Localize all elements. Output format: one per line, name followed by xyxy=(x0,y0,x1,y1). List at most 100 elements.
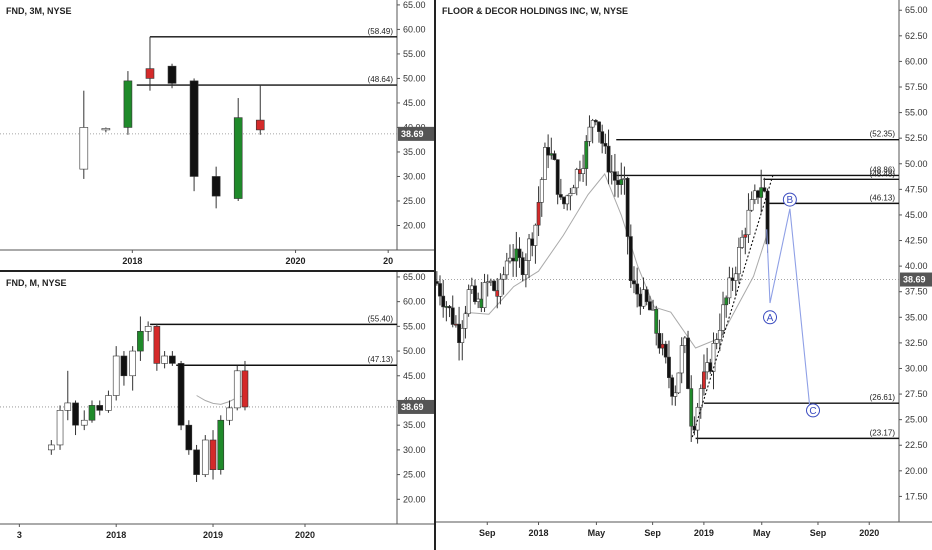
level-label: (48.64) xyxy=(368,75,394,84)
level-label: (55.40) xyxy=(368,314,394,323)
candle-body xyxy=(153,326,161,364)
chart-panel-3m[interactable]: 65.0060.0055.0050.0045.0040.0035.0030.00… xyxy=(0,0,434,270)
price-tag-box xyxy=(398,126,434,141)
candle-body xyxy=(450,307,455,325)
candle-body xyxy=(233,117,243,199)
candle-body xyxy=(436,281,439,284)
x-tick-label: May xyxy=(588,528,606,538)
candle-body xyxy=(660,343,665,349)
candle-body xyxy=(644,289,649,302)
x-tick-label: 2019 xyxy=(203,530,223,540)
candle-body xyxy=(438,283,442,297)
candle-body xyxy=(201,439,209,475)
candle-body xyxy=(695,406,700,431)
candle-body xyxy=(123,80,133,128)
candle-body xyxy=(508,257,512,262)
y-tick-label: 65.00 xyxy=(905,5,928,15)
candle-body xyxy=(578,169,582,174)
candle-body xyxy=(533,224,538,246)
level-label: (48.86) xyxy=(870,165,896,174)
candle-body xyxy=(635,283,640,295)
candle-body xyxy=(514,248,519,262)
candle-body xyxy=(597,121,601,132)
candle-body xyxy=(56,410,64,446)
y-tick-label: 35.00 xyxy=(403,147,426,157)
y-tick-label: 20.00 xyxy=(905,466,928,476)
candle-body xyxy=(628,236,633,281)
candle-body xyxy=(647,301,652,311)
candle-body xyxy=(454,323,458,326)
candle-body xyxy=(552,153,557,160)
x-tick-label: 2018 xyxy=(529,528,549,538)
candle-body xyxy=(558,194,563,198)
candle-body xyxy=(129,350,136,377)
y-tick-label: 27.50 xyxy=(905,389,928,399)
candle-body xyxy=(574,169,579,189)
y-tick-label: 60.00 xyxy=(905,56,928,66)
candle-body xyxy=(79,127,89,170)
panel-divider-vertical[interactable] xyxy=(434,0,436,550)
candle-body xyxy=(463,313,468,329)
candle-body xyxy=(120,355,128,377)
candle-body xyxy=(504,260,509,276)
candle-body xyxy=(217,419,225,470)
candle-body xyxy=(177,363,185,426)
candle-body xyxy=(520,257,525,276)
candle-body xyxy=(144,326,152,332)
candle-body xyxy=(590,120,595,128)
candle-body xyxy=(587,126,592,142)
x-tick-label: 20 xyxy=(383,256,393,266)
x-tick-label: Sep xyxy=(644,528,661,538)
candle-body xyxy=(565,195,570,205)
candle-body xyxy=(651,308,655,311)
candle-body xyxy=(161,355,168,364)
candle-body xyxy=(88,405,96,421)
y-tick-label: 50.00 xyxy=(403,346,426,356)
y-tick-label: 45.00 xyxy=(905,210,928,220)
y-tick-label: 47.50 xyxy=(905,184,928,194)
level-label: (47.13) xyxy=(368,355,394,364)
candle-body xyxy=(96,405,104,411)
y-tick-label: 20.00 xyxy=(403,494,426,504)
chart-panel-weekly[interactable]: 65.00 62.50 60.00 57.50 55.00 52.50 50.00 47.50… xyxy=(436,0,932,550)
candle-body xyxy=(673,392,678,397)
candle-body xyxy=(498,278,503,297)
candle-body xyxy=(460,328,465,343)
candle-body xyxy=(702,371,706,389)
candle-body xyxy=(641,289,646,307)
y-tick-label: 60.00 xyxy=(403,297,426,307)
y-tick-label: 30.00 xyxy=(403,445,426,455)
chart-panel-monthly[interactable]: 65.0060.0055.0050.0045.0040.0035.0030.00… xyxy=(0,272,434,550)
chart-3m-svg[interactable]: 65.0060.0055.0050.0045.0040.0035.0030.00… xyxy=(0,0,434,270)
candle-body xyxy=(606,145,611,173)
candle-body xyxy=(495,290,500,297)
candle-body xyxy=(727,277,732,299)
y-tick-label: 25.00 xyxy=(403,470,426,480)
candle-body xyxy=(705,362,710,373)
candle-body xyxy=(663,343,668,358)
candle-body xyxy=(185,424,193,451)
chart-weekly-svg[interactable]: 65.00 62.50 60.00 57.50 55.00 52.50 50.00 47.50… xyxy=(436,0,932,550)
candle-body xyxy=(72,402,79,426)
candle-body xyxy=(657,333,662,349)
candle-body xyxy=(169,355,176,364)
level-label: (26.61) xyxy=(870,393,896,402)
price-tag-label: 38.69 xyxy=(903,275,926,285)
panel-divider-horizontal[interactable] xyxy=(0,270,434,272)
wave-label-circle xyxy=(782,192,797,207)
price-tag-label: 38.69 xyxy=(401,402,424,412)
candle-body xyxy=(711,342,716,372)
candle-body xyxy=(167,65,177,84)
candle-body xyxy=(724,297,729,306)
candle-body xyxy=(670,377,675,397)
y-tick-label: 55.00 xyxy=(905,108,928,118)
candle-body xyxy=(730,277,735,281)
candle-body xyxy=(539,179,544,203)
y-tick-label: 50.00 xyxy=(905,159,928,169)
price-tag-box xyxy=(398,399,434,414)
uptrend-line xyxy=(691,173,774,438)
chart-monthly-svg[interactable]: 65.0060.0055.0050.0045.0040.0035.0030.00… xyxy=(0,272,434,550)
x-tick-label: 2019 xyxy=(694,528,714,538)
y-tick-label: 60.00 xyxy=(403,24,426,34)
y-tick-label: 30.00 xyxy=(905,363,928,373)
